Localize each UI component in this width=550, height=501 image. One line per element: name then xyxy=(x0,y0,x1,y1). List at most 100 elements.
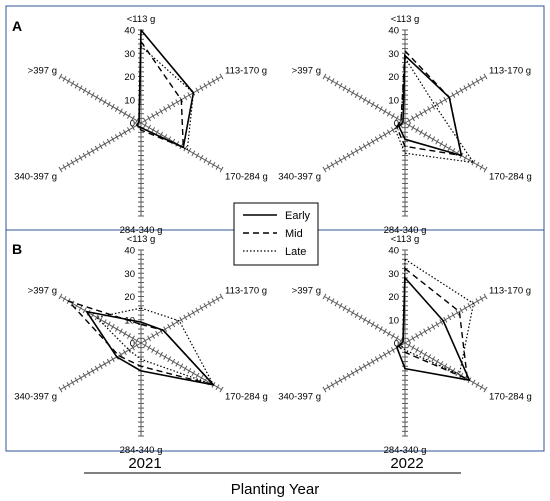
tick-mark xyxy=(143,342,147,349)
tick-mark xyxy=(419,330,424,337)
tick-mark xyxy=(219,386,224,393)
tick-mark xyxy=(350,370,355,377)
tick-mark xyxy=(163,106,168,112)
tick-mark xyxy=(90,368,95,374)
tick-mark xyxy=(167,356,172,363)
tick-mark xyxy=(147,115,151,122)
tick-mark xyxy=(435,321,440,328)
tick-mark xyxy=(143,122,147,129)
tick-mark xyxy=(82,152,87,159)
tick-mark xyxy=(114,326,119,332)
tick-mark xyxy=(126,127,131,133)
tick-mark xyxy=(207,80,212,87)
tick-mark xyxy=(382,351,387,358)
tick-mark xyxy=(159,108,164,115)
tick-mark xyxy=(431,323,436,330)
tick-mark xyxy=(66,382,71,388)
tick-mark xyxy=(342,375,347,381)
tick-mark xyxy=(326,384,331,391)
tick-mark xyxy=(106,101,111,108)
tick-mark xyxy=(195,372,200,379)
radar-charts: <113 g 113-170 g 170-284 g 284-340 g 340-397… xyxy=(14,14,532,456)
tick-mark xyxy=(455,150,460,157)
tick-mark xyxy=(135,342,139,349)
tick-mark xyxy=(479,295,484,302)
tick-mark xyxy=(471,80,476,87)
radial-tick-label: 10 xyxy=(388,315,399,326)
radial-tick-label: 0 xyxy=(394,339,399,350)
tick-mark xyxy=(354,148,359,154)
tick-mark xyxy=(90,148,95,154)
tick-mark xyxy=(431,356,436,363)
tick-mark xyxy=(187,368,192,374)
tick-mark xyxy=(171,358,176,365)
tick-mark xyxy=(427,354,432,360)
tick-mark xyxy=(386,330,391,337)
tick-mark xyxy=(330,162,335,168)
tick-mark xyxy=(131,335,135,342)
tick-mark xyxy=(66,78,71,84)
tick-mark xyxy=(195,87,200,94)
tick-mark xyxy=(195,307,200,314)
tick-mark xyxy=(126,113,131,119)
tick-mark xyxy=(86,150,91,157)
tick-mark xyxy=(431,136,436,143)
tick-mark xyxy=(407,117,411,124)
category-label: 170-284 g xyxy=(489,392,532,403)
tick-mark xyxy=(167,323,172,330)
series-late-b-2021 xyxy=(96,307,215,386)
tick-mark xyxy=(350,309,355,316)
tick-mark xyxy=(463,85,468,91)
category-label: <113 g xyxy=(391,234,420,245)
tick-mark xyxy=(330,78,335,84)
tick-mark xyxy=(82,372,87,379)
tick-mark xyxy=(110,356,115,363)
tick-mark xyxy=(374,136,379,143)
tick-mark xyxy=(342,155,347,161)
tick-mark xyxy=(207,159,212,166)
tick-mark xyxy=(143,117,147,124)
tick-mark xyxy=(423,131,428,138)
year-label-2022: 2022 xyxy=(390,455,423,472)
tick-mark xyxy=(175,361,180,367)
radial-tick-label: 40 xyxy=(388,246,399,257)
tick-mark xyxy=(374,323,379,330)
tick-mark xyxy=(342,305,347,311)
x-axis-title: Planting Year xyxy=(231,481,319,498)
tick-mark xyxy=(118,351,123,358)
radial-tick-label: 0 xyxy=(394,119,399,130)
category-label: 340-397 g xyxy=(14,392,57,403)
radial-tick-label: 30 xyxy=(124,269,135,280)
tick-mark xyxy=(427,134,432,140)
tick-mark xyxy=(155,330,160,337)
tick-mark xyxy=(386,110,391,117)
tick-mark xyxy=(131,115,135,122)
tick-mark xyxy=(366,319,371,325)
category-label: 113-170 g xyxy=(225,66,267,77)
tick-mark xyxy=(199,375,204,381)
tick-mark xyxy=(62,384,67,391)
category-label: 113-170 g xyxy=(225,286,267,297)
tick-mark xyxy=(479,75,484,82)
tick-mark xyxy=(199,305,204,311)
tick-mark xyxy=(390,127,395,133)
category-label: 170-284 g xyxy=(225,392,268,403)
tick-mark xyxy=(483,73,488,80)
tick-mark xyxy=(78,85,83,91)
tick-mark xyxy=(455,309,460,316)
tick-mark xyxy=(155,349,160,356)
category-label: 170-284 g xyxy=(489,172,532,183)
tick-mark xyxy=(106,321,111,328)
tick-mark xyxy=(106,138,111,145)
tick-mark xyxy=(102,141,107,147)
tick-mark xyxy=(74,377,79,384)
radar-b-2022: <113 g 113-170 g 170-284 g 284-340 g 340-397… xyxy=(278,234,532,456)
tick-mark xyxy=(322,166,327,173)
tick-mark xyxy=(475,78,480,84)
tick-mark xyxy=(183,94,188,101)
tick-mark xyxy=(471,379,476,386)
panel-a-frame xyxy=(5,5,545,231)
category-label: >397 g xyxy=(292,66,321,77)
tick-mark xyxy=(58,73,63,80)
tick-mark xyxy=(187,92,192,98)
